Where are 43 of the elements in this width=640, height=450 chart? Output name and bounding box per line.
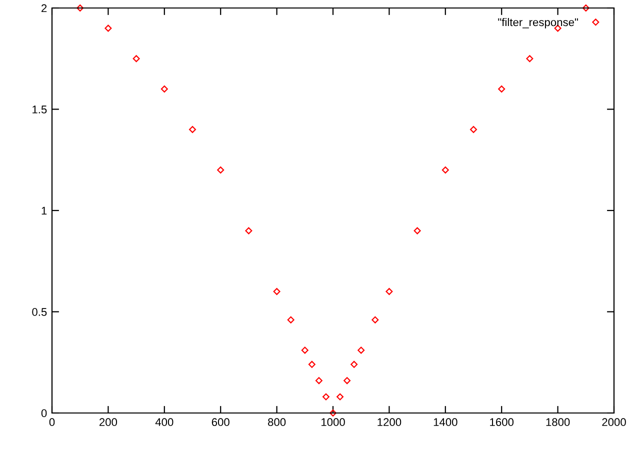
x-tick-label: 1400 [434,418,458,426]
y-tick-label: 0 [41,409,47,418]
y-tick-label: 0.5 [32,308,47,316]
x-tick-label: 0 [49,418,55,426]
x-tick-label: 200 [99,418,118,426]
point [322,393,330,400]
point [189,126,196,133]
point [470,126,477,133]
point [336,393,344,400]
point [526,55,534,62]
point [386,288,393,295]
point [414,227,421,234]
point [350,360,358,368]
point [273,288,280,295]
point [330,410,336,416]
y-tick-label: 1 [42,206,47,215]
point [217,166,224,174]
point [132,55,140,62]
x-tick-label: 1000 [321,418,345,426]
x-tick-label: 2000 [602,418,626,426]
point [301,346,308,354]
x-tick-label: 1600 [490,418,514,426]
point [287,316,294,324]
x-tick-label: 1200 [378,418,402,426]
point [308,360,316,368]
point [160,86,168,92]
point [358,346,365,354]
y-tick-label: 1.5 [32,106,47,114]
x-tick-label: 1800 [546,418,570,426]
legend-label: "filter_response" [498,18,578,28]
point [104,24,112,32]
point [498,86,506,92]
point [372,316,379,324]
x-tick-label: 600 [212,418,230,426]
x-tick-label: 800 [268,418,286,426]
x-tick-label: 400 [155,418,174,426]
point [344,377,351,384]
point [76,4,84,12]
y-tick-label: 2 [42,4,47,12]
point [245,227,252,234]
point [315,377,322,384]
point [442,166,449,174]
point [582,4,590,12]
